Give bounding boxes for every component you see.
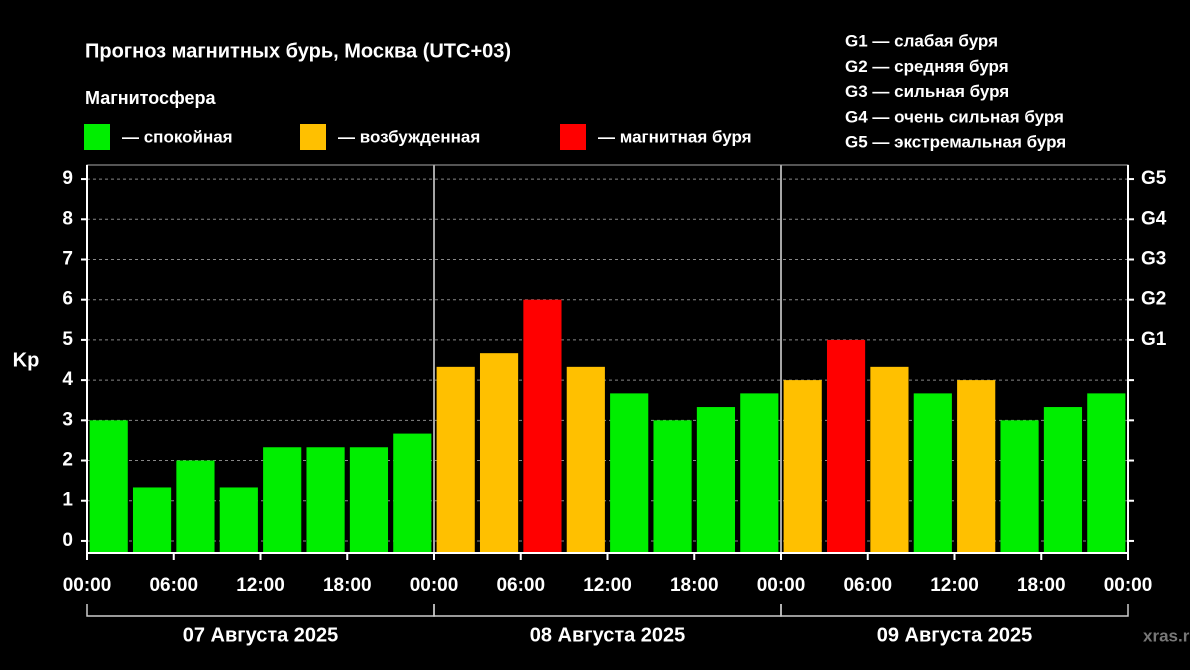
bar [870, 366, 909, 553]
legend-title: Магнитосфера [85, 88, 217, 108]
x-tick-label: 12:00 [236, 575, 285, 596]
day-bracket [780, 604, 1129, 617]
y-tick-label: 8 [62, 208, 73, 229]
y-tick-label: 5 [62, 329, 73, 350]
legend-label: — возбужденная [338, 127, 480, 146]
legend-swatch [560, 124, 586, 150]
y2-tick-label: G3 [1141, 249, 1166, 270]
y-tick-label: 2 [62, 450, 73, 471]
bar [306, 447, 345, 553]
y-tick-label: 7 [62, 249, 73, 270]
scale-legend-item: G4 — очень сильная буря [845, 107, 1064, 126]
scale-legend-item: G1 — слабая буря [845, 31, 998, 50]
chart-title: Прогноз магнитных бурь, Москва (UTC+03) [85, 40, 511, 62]
x-tick-label: 06:00 [149, 575, 198, 596]
x-tick-label: 00:00 [1104, 575, 1153, 596]
x-tick-label: 06:00 [843, 575, 892, 596]
day-label: 08 Августа 2025 [530, 624, 686, 646]
bar [132, 487, 172, 553]
legend-label: — магнитная буря [598, 127, 752, 146]
bar [176, 460, 215, 553]
y-tick-label: 1 [62, 490, 73, 511]
y-tick-label: 9 [62, 168, 73, 189]
watermark: xras.ru [1143, 626, 1190, 645]
scale-legend-item: G5 — экстремальная буря [845, 133, 1066, 152]
bar [610, 393, 649, 553]
y2-tick-label: G1 [1141, 329, 1167, 350]
bar [1043, 407, 1083, 553]
y-tick-label: 6 [62, 289, 73, 310]
x-tick-label: 00:00 [63, 575, 112, 596]
x-tick-label: 00:00 [757, 575, 806, 596]
x-tick-label: 12:00 [583, 575, 632, 596]
bar [219, 487, 258, 553]
x-tick-label: 06:00 [496, 575, 545, 596]
bar [349, 447, 389, 553]
y2-tick-label: G4 [1141, 208, 1167, 229]
bar [1087, 393, 1126, 553]
bar [653, 420, 692, 553]
bar [89, 420, 128, 553]
x-tick-label: 12:00 [930, 575, 979, 596]
legend-swatch [84, 124, 110, 150]
bar [523, 299, 562, 553]
x-tick-label: 00:00 [410, 575, 459, 596]
legend-label: — спокойная [122, 127, 233, 146]
y2-tick-label: G5 [1141, 168, 1167, 189]
bar [566, 366, 605, 553]
bar [393, 433, 432, 553]
y-tick-label: 0 [62, 530, 73, 551]
day-label: 07 Августа 2025 [183, 624, 339, 646]
bar [479, 353, 519, 553]
legend-swatch [300, 124, 326, 150]
bar [263, 447, 302, 553]
bar [957, 380, 996, 553]
day-label: 09 Августа 2025 [877, 624, 1033, 646]
scale-legend-item: G3 — сильная буря [845, 82, 1009, 101]
scale-legend-item: G2 — средняя буря [845, 57, 1009, 76]
bar [740, 393, 779, 553]
y-tick-label: 4 [62, 369, 73, 390]
bar [826, 339, 866, 553]
bar [696, 407, 736, 553]
y-tick-label: 3 [62, 409, 73, 430]
bar [913, 393, 952, 553]
x-tick-label: 18:00 [1017, 575, 1066, 596]
y2-tick-label: G2 [1141, 289, 1166, 310]
bar [1000, 420, 1039, 553]
bar [783, 380, 822, 553]
x-tick-label: 18:00 [323, 575, 372, 596]
x-tick-label: 18:00 [670, 575, 719, 596]
y-axis-label: Kp [13, 349, 40, 371]
bar [436, 366, 475, 553]
